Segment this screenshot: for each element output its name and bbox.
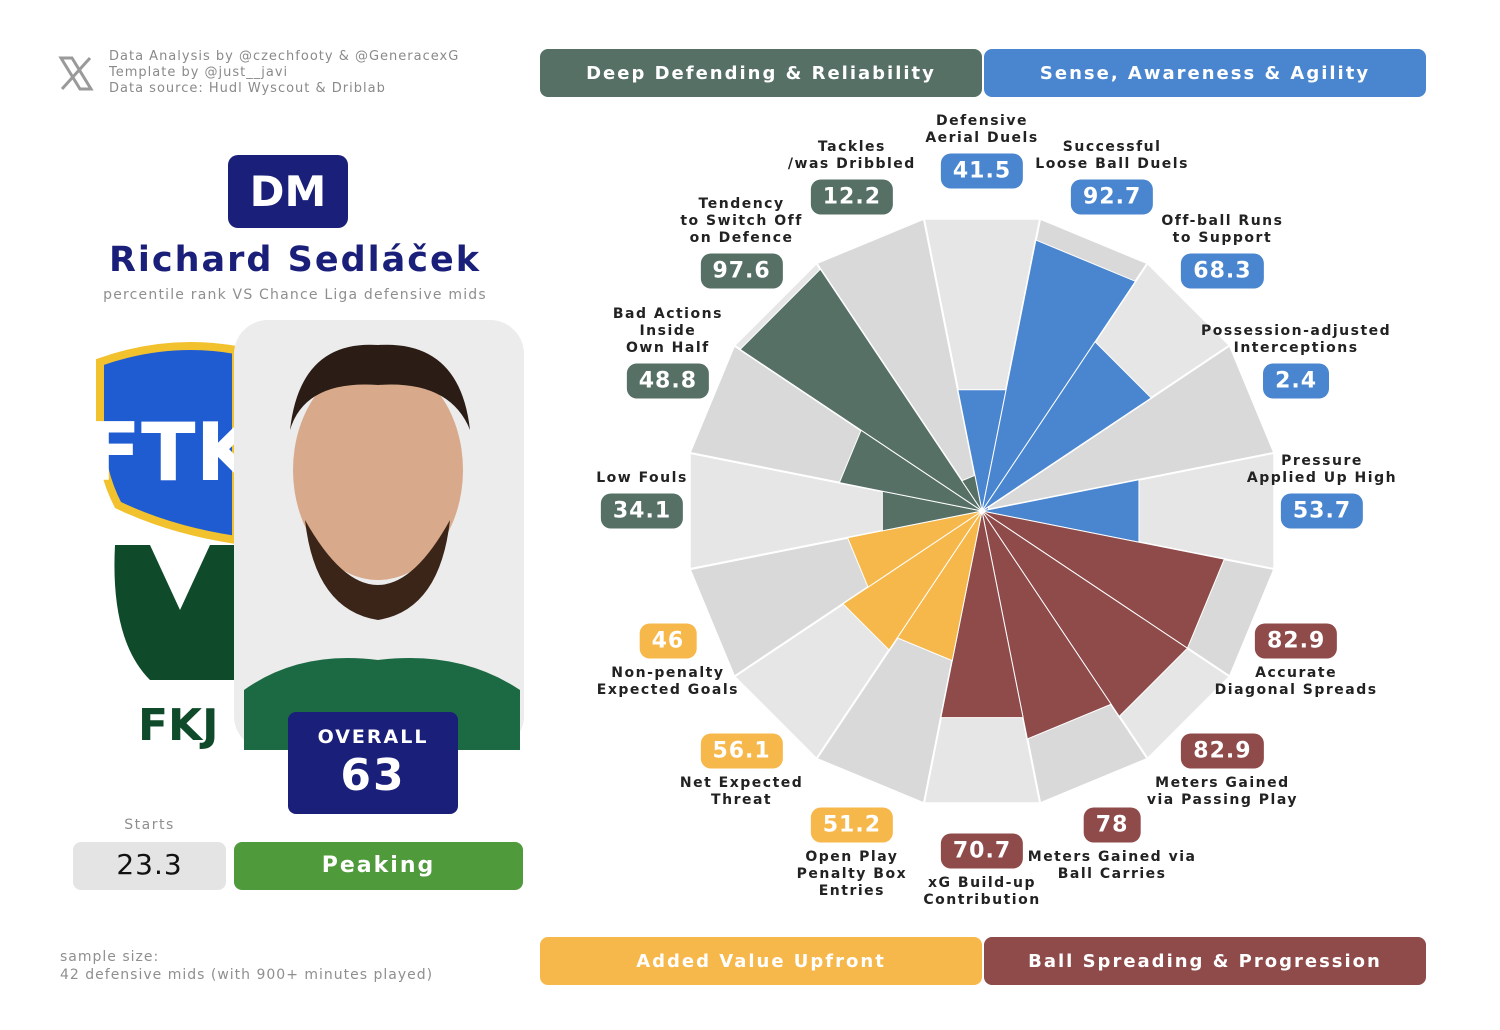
pizza-chart bbox=[688, 217, 1276, 805]
overall-box bbox=[288, 712, 458, 814]
metric-label: Tackles /was Dribbled bbox=[787, 138, 916, 172]
club-logo-ftk bbox=[96, 342, 240, 545]
overall-value: 63 bbox=[340, 750, 406, 801]
position: DM bbox=[249, 167, 327, 216]
starts-label: Starts bbox=[124, 817, 175, 833]
value-badge: 78 bbox=[1083, 807, 1141, 843]
group-banner: Added Value Upfront bbox=[540, 937, 982, 985]
club-logo-text: FKJ bbox=[138, 700, 219, 751]
form-box bbox=[234, 842, 523, 890]
subtitle: percentile rank VS Chance Liga defensive… bbox=[103, 287, 487, 303]
metric-label: Defensive Aerial Duels bbox=[925, 113, 1039, 146]
value-badge: 97.6 bbox=[700, 253, 783, 289]
position-badge bbox=[228, 155, 348, 228]
player-name: Richard Sedláček bbox=[108, 240, 482, 280]
x-logo bbox=[58, 56, 94, 91]
metric-label: Net Expected Threat bbox=[679, 775, 804, 809]
sample-size: 42 defensive mids (with 900+ minutes pla… bbox=[60, 967, 434, 983]
x-logo-stroke bbox=[58, 56, 94, 91]
value-badge: 70.7 bbox=[940, 833, 1024, 869]
metric-label: xG Build-up Contribution bbox=[923, 875, 1041, 908]
overall-label: OVERALL bbox=[317, 726, 429, 748]
slice bbox=[961, 474, 983, 512]
metric-label: Open Play Penalty Box Entries bbox=[796, 849, 908, 900]
value-badge: 82.9 bbox=[1181, 733, 1264, 769]
credit: Data Analysis by @czechfooty & @Generace… bbox=[109, 49, 460, 64]
player-photo-beard bbox=[305, 520, 450, 620]
form: Peaking bbox=[321, 853, 436, 878]
metric-label: Successful Loose Ball Duels bbox=[1035, 138, 1189, 172]
starts-value: 23.3 bbox=[116, 848, 183, 881]
credit: Template by @just__javi bbox=[109, 65, 289, 80]
sample-label: sample size: bbox=[60, 949, 160, 965]
metric-label: Meters Gained via Passing Play bbox=[1146, 775, 1298, 809]
metric-label: Meters Gained via Ball Carries bbox=[1027, 849, 1197, 883]
metric-label: Bad Actions Inside Own Half bbox=[612, 305, 723, 356]
value-badge: 12.2 bbox=[810, 179, 894, 215]
value-badge: 56.1 bbox=[700, 733, 783, 769]
metric-label: Non-penalty Expected Goals bbox=[596, 665, 739, 699]
starts-box bbox=[73, 842, 226, 890]
player-photo-hair bbox=[290, 344, 470, 430]
metric-label: Low Fouls bbox=[596, 470, 688, 486]
value-badge: 41.5 bbox=[940, 153, 1024, 189]
value-badge: 68.3 bbox=[1181, 253, 1264, 289]
metric-label: Possession-adjusted Interceptions bbox=[1201, 322, 1392, 356]
metric-label: Tendency to Switch Off on Defence bbox=[680, 195, 803, 246]
group-banner: Sense, Awareness & Agility bbox=[984, 49, 1426, 97]
metric-label: Off-ball Runs to Support bbox=[1161, 212, 1284, 246]
group-banner: Ball Spreading & Progression bbox=[984, 937, 1426, 985]
value-badge: 46 bbox=[639, 623, 697, 659]
value-badge: 2.4 bbox=[1263, 363, 1330, 399]
player-photo-face bbox=[293, 360, 463, 580]
value-badge: 82.9 bbox=[1254, 623, 1338, 659]
credit: Data source: Hudl Wyscout & Driblab bbox=[109, 81, 386, 96]
club-logo-text: FTK bbox=[86, 406, 260, 499]
club-logo-fkj bbox=[114, 545, 236, 680]
x-logo-stroke bbox=[60, 56, 92, 91]
slice bbox=[981, 340, 1153, 512]
value-badge: 92.7 bbox=[1070, 179, 1154, 215]
group-banner: Deep Defending & Reliability bbox=[540, 49, 982, 97]
value-badge: 53.7 bbox=[1280, 493, 1364, 529]
value-badge: 51.2 bbox=[810, 807, 894, 843]
value-badge: 34.1 bbox=[600, 493, 684, 529]
metric-label: Accurate Diagonal Spreads bbox=[1214, 665, 1378, 699]
metric-label: Pressure Applied Up High bbox=[1246, 453, 1398, 486]
slice bbox=[739, 268, 983, 512]
value-badge: 48.8 bbox=[626, 363, 710, 399]
